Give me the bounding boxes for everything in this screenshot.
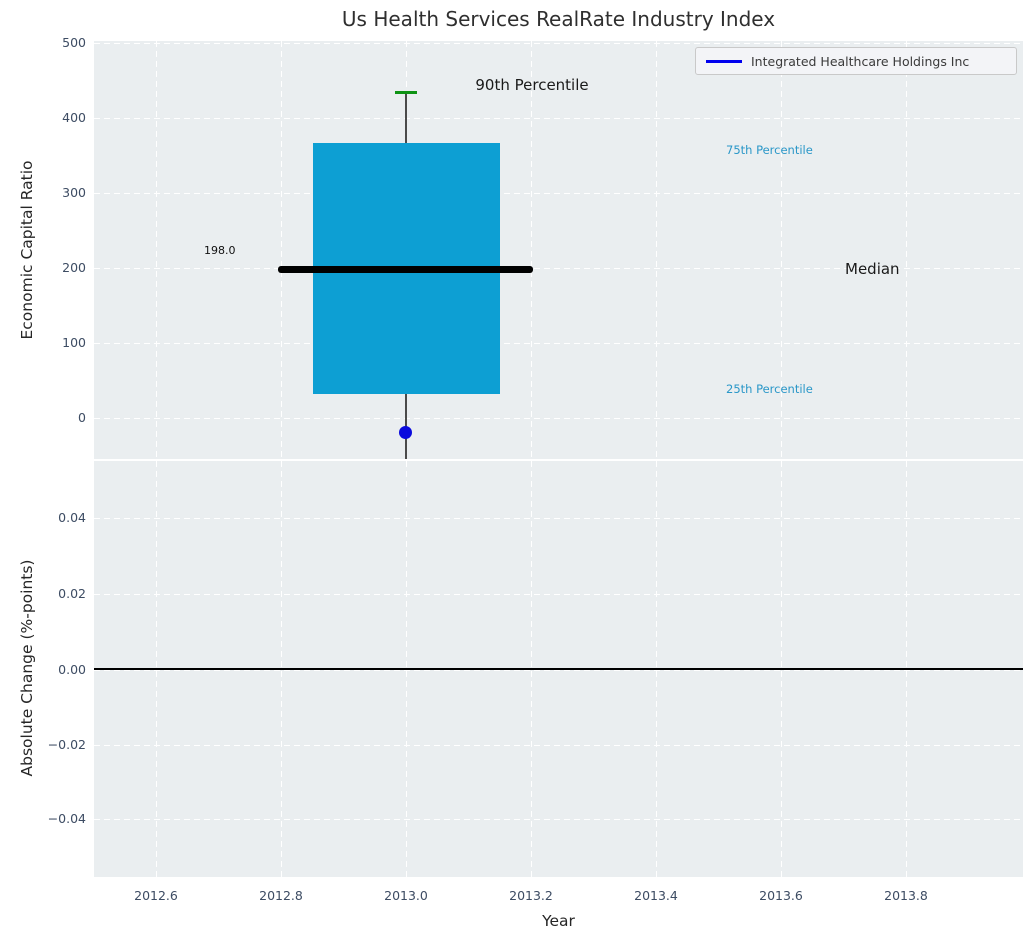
label-90th-percentile: 90th Percentile: [475, 76, 589, 94]
xtick-2013-4: 2013.4: [634, 888, 678, 903]
gridline-v: [156, 41, 157, 459]
gridline-v: [281, 41, 282, 459]
xtick-2012-6: 2012.6: [134, 888, 178, 903]
xtick-2013-0: 2013.0: [384, 888, 428, 903]
ytick-bot-n002: −0.02: [47, 737, 86, 752]
gridline-v: [906, 41, 907, 459]
legend-line-sample: [706, 59, 742, 63]
label-75th-percentile: 75th Percentile: [726, 143, 813, 157]
gridline-h: [94, 43, 1023, 44]
gridline-v: [781, 41, 782, 459]
bottom-subplot: [94, 461, 1023, 877]
gridline-h: [94, 268, 1023, 269]
legend: Integrated Healthcare Holdings Inc: [695, 47, 1017, 75]
ytick-bot-002: 0.02: [58, 586, 86, 601]
ytick-top-300: 300: [62, 185, 86, 200]
gridline-h: [94, 819, 1023, 820]
bottom-y-axis-label: Absolute Change (%-points): [18, 559, 36, 777]
ytick-bot-000: 0.00: [58, 662, 86, 677]
ytick-top-200: 200: [62, 260, 86, 275]
xtick-2013-2: 2013.2: [509, 888, 553, 903]
legend-label: Integrated Healthcare Holdings Inc: [751, 53, 970, 69]
top-subplot: 90th Percentile 75th Percentile Median 2…: [94, 41, 1023, 459]
gridline-h: [94, 518, 1023, 519]
xtick-2013-8: 2013.8: [884, 888, 928, 903]
ytick-top-500: 500: [62, 35, 86, 50]
median-value-annotation: 198.0: [204, 244, 236, 257]
ytick-top-400: 400: [62, 110, 86, 125]
gridline-h: [94, 193, 1023, 194]
gridline-h: [94, 745, 1023, 746]
gridline-v: [531, 41, 532, 459]
gridline-h: [94, 594, 1023, 595]
gridline-h: [94, 343, 1023, 344]
chart-title: Us Health Services RealRate Industry Ind…: [341, 7, 776, 31]
company-marker-dot: [399, 426, 412, 439]
ytick-bot-004: 0.04: [58, 510, 86, 525]
xtick-2013-6: 2013.6: [759, 888, 803, 903]
xtick-2012-8: 2012.8: [259, 888, 303, 903]
median-line: [278, 266, 533, 273]
label-median: Median: [845, 260, 900, 278]
ytick-bot-n004: −0.04: [47, 811, 86, 826]
top-y-axis-label: Economic Capital Ratio: [18, 160, 36, 340]
ytick-top-100: 100: [62, 335, 86, 350]
gridline-h: [94, 670, 1023, 671]
gridline-v: [656, 41, 657, 459]
gridline-h: [94, 118, 1023, 119]
label-25th-percentile: 25th Percentile: [726, 382, 813, 396]
gridline-h: [94, 418, 1023, 419]
ytick-top-0: 0: [78, 410, 86, 425]
90th-percentile-cap: [395, 91, 417, 94]
x-axis-label: Year: [542, 912, 575, 930]
zero-baseline: [94, 668, 1023, 670]
